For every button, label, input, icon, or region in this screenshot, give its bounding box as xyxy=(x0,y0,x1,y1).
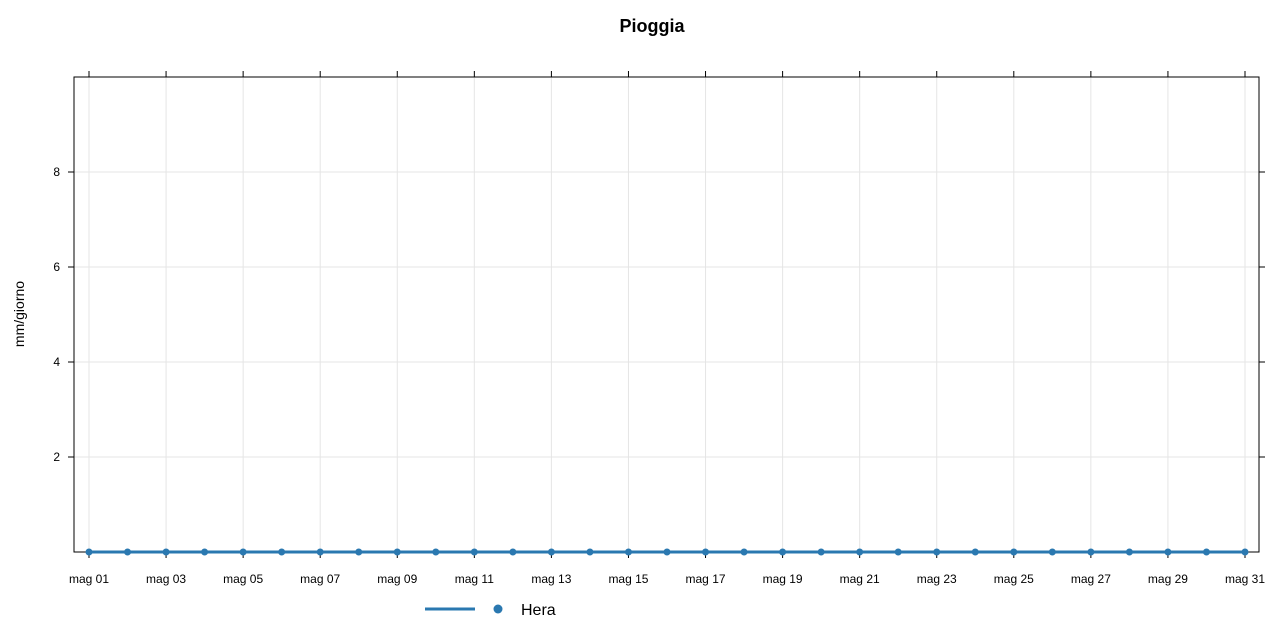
data-point xyxy=(779,548,787,556)
data-point xyxy=(278,548,286,556)
x-tick-label: mag 23 xyxy=(917,572,957,586)
data-point xyxy=(1125,548,1133,556)
legend: Hera xyxy=(425,602,556,619)
x-tick-label: mag 15 xyxy=(608,572,648,586)
data-point xyxy=(1010,548,1018,556)
data-point xyxy=(933,548,941,556)
data-point xyxy=(1164,548,1172,556)
x-tick-label: mag 21 xyxy=(840,572,880,586)
x-tick-label: mag 13 xyxy=(531,572,571,586)
x-tick-label: mag 19 xyxy=(763,572,803,586)
grid xyxy=(74,77,1259,552)
series-layer xyxy=(85,548,1249,556)
x-tick-label: mag 09 xyxy=(377,572,417,586)
plot-frame xyxy=(73,76,1260,553)
x-tick-label: mag 07 xyxy=(300,572,340,586)
data-point xyxy=(239,548,247,556)
x-tick-label: mag 17 xyxy=(686,572,726,586)
x-tick-label: mag 31 xyxy=(1225,572,1265,586)
y-tick-labels: 2 4 6 8 xyxy=(53,165,60,464)
y-axis-label: mm/giorno xyxy=(11,281,27,347)
x-tick-label: mag 03 xyxy=(146,572,186,586)
x-tick-label: mag 27 xyxy=(1071,572,1111,586)
x-tick-labels: mag 01 mag 03 mag 05 mag 07 mag 09 mag 11 mag … xyxy=(69,572,1265,586)
x-tick-label: mag 29 xyxy=(1148,572,1188,586)
y-tick-label: 8 xyxy=(53,165,60,179)
data-point xyxy=(1087,548,1095,556)
data-point xyxy=(547,548,555,556)
x-tick-label: mag 11 xyxy=(455,572,494,586)
data-point xyxy=(162,548,170,556)
data-point xyxy=(316,548,324,556)
data-point xyxy=(971,548,979,556)
data-point xyxy=(586,548,594,556)
data-point xyxy=(355,548,363,556)
data-point xyxy=(740,548,748,556)
data-point xyxy=(817,548,825,556)
data-point xyxy=(201,548,209,556)
x-tick-label: mag 25 xyxy=(994,572,1034,586)
data-point xyxy=(1048,548,1056,556)
data-point xyxy=(1241,548,1249,556)
y-tick-label: 6 xyxy=(53,260,60,274)
data-point xyxy=(1202,548,1210,556)
data-point xyxy=(85,548,93,556)
y-tick-label: 4 xyxy=(53,355,60,369)
x-tick-label: mag 01 xyxy=(69,572,109,586)
data-point xyxy=(856,548,864,556)
data-point xyxy=(432,548,440,556)
legend-marker-hera xyxy=(493,604,503,614)
data-point xyxy=(663,548,671,556)
axis-ticks xyxy=(68,71,1265,558)
data-point xyxy=(509,548,517,556)
x-tick-label: mag 05 xyxy=(223,572,263,586)
data-point xyxy=(393,548,401,556)
data-point xyxy=(894,548,902,556)
data-point xyxy=(470,548,478,556)
chart-title: Pioggia xyxy=(619,16,685,36)
y-tick-label: 2 xyxy=(53,450,60,464)
data-point xyxy=(624,548,632,556)
data-point xyxy=(702,548,710,556)
data-point xyxy=(124,548,132,556)
legend-label-hera: Hera xyxy=(521,602,556,619)
